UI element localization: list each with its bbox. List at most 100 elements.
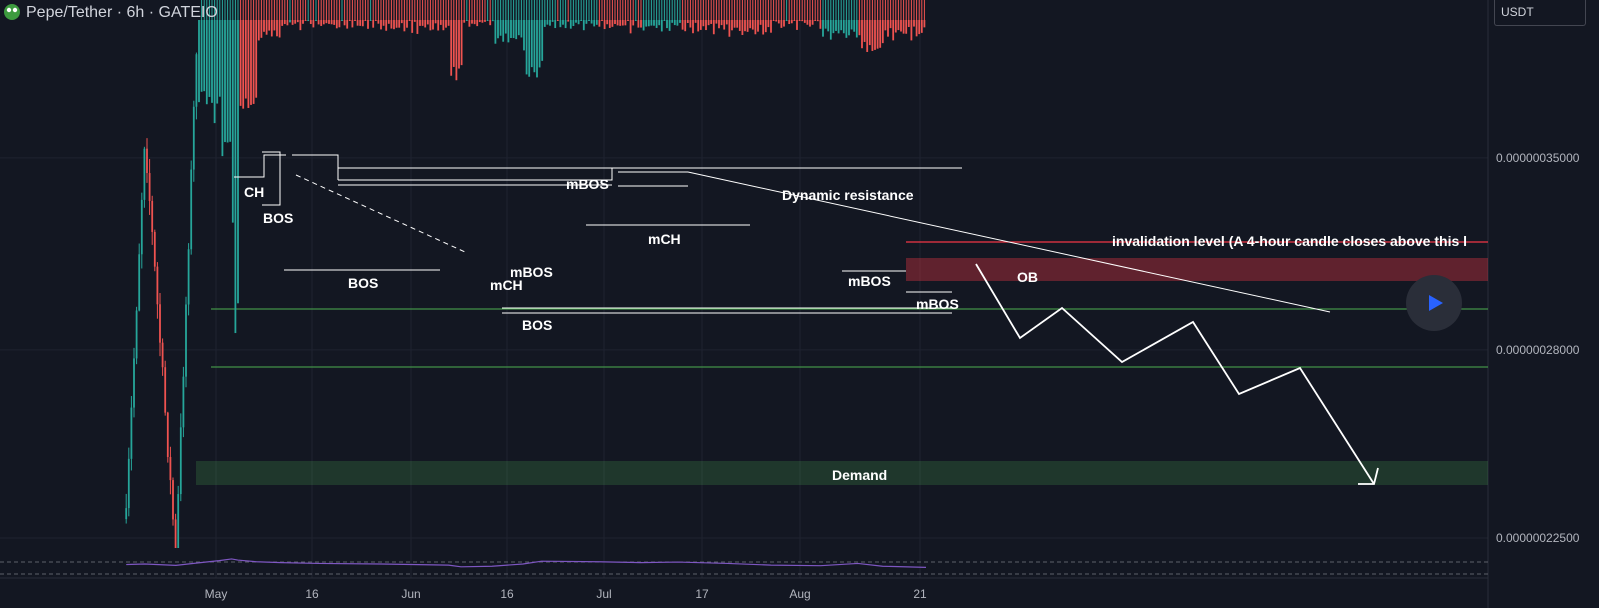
candle-body [452,20,455,67]
candle-body [244,20,247,99]
structure-drawings [234,151,1379,485]
candle-body [692,20,694,34]
candle-body [902,20,905,34]
candle-body [174,519,177,548]
projection-arrowhead [1358,467,1379,485]
candle-body [335,20,338,29]
candle-body [346,20,349,29]
label-bos-2: BOS [348,275,378,291]
candle-body [723,20,726,30]
candle-body [681,20,684,30]
candle-body [767,20,770,28]
candle-body [369,20,372,21]
candles [125,0,926,548]
candle-body [499,20,502,36]
candle-body [598,20,601,27]
candle-body [478,20,481,23]
candle-body [684,20,687,32]
candle-body [803,20,806,23]
candle-body [593,20,596,27]
candle-body [894,20,897,33]
candle-body [650,20,653,26]
candle-body [153,231,156,267]
candle-body [411,20,414,33]
candle-body [426,20,429,25]
candle-body [200,20,203,92]
currency-selector[interactable]: USDT [1494,0,1586,26]
candle-body [416,20,419,34]
candle-body [764,20,767,33]
candle-body [229,20,232,142]
candle-body [296,20,299,23]
candle-body [351,20,354,28]
candle-body [320,20,323,26]
candle-body [291,20,294,25]
x-tick-label: 21 [913,587,927,601]
candle-body [286,20,289,26]
candle-body [655,20,658,28]
candle-body [133,358,135,408]
candle-body [512,20,515,39]
candle-body [309,20,312,25]
candle-body [637,20,640,28]
candle-body [855,20,858,38]
candle-body [559,20,562,28]
candle-body [211,20,213,103]
y-tick-label: 0.00000022500 [1496,531,1580,545]
y-tick-label: 0.00000028000 [1496,343,1580,357]
candle-body [190,169,193,250]
candle-body [564,20,567,29]
candle-body [419,20,421,26]
candle-body [263,20,265,32]
candle-body [242,20,245,109]
candle-body [590,20,593,24]
label-bos-1: BOS [263,210,293,226]
candle-body [887,20,889,37]
candle-body [216,20,219,104]
candle-body [294,20,297,24]
candle-body [871,20,874,51]
candle-body [172,480,174,520]
candle-body [619,20,622,26]
candle-body [486,20,489,21]
candle-body [481,20,484,23]
candle-body [330,20,333,25]
candle-body [788,20,791,25]
price-axis: 0.000004000000.000003000000.000002400000… [1496,151,1580,545]
candle-body [697,20,700,32]
candle-body [393,20,395,30]
candle-body [884,20,887,31]
candle-body [364,20,367,21]
candle-body [268,20,271,31]
candle-body [876,20,879,49]
ob-zone [906,258,1488,281]
candle-body [447,20,450,26]
candle-body [341,20,343,21]
candle-body [473,20,476,25]
grid [0,0,1489,608]
candle-body [694,20,697,23]
candle-body [582,20,585,31]
candle-body [614,20,616,25]
candle-body [780,20,783,28]
candle-body [861,20,863,49]
candle-body [361,20,364,27]
candle-body [528,20,531,77]
candle-body [736,20,739,28]
candle-body [879,20,882,48]
header: Pepe/Tether · 6h · GATEIO [4,4,218,21]
candle-body [905,20,908,34]
replay-play-button[interactable] [1406,275,1462,331]
candle-body [450,20,453,76]
candle-body [213,20,216,124]
candle-body [845,20,848,38]
candle-body [281,20,284,26]
label-mch-2: mCH [648,231,681,247]
candle-body [315,20,317,21]
x-tick-label: 16 [305,587,319,601]
candle-body [611,20,614,27]
candle-body [759,20,762,25]
candle-body [588,20,590,21]
candle-body [135,310,138,359]
